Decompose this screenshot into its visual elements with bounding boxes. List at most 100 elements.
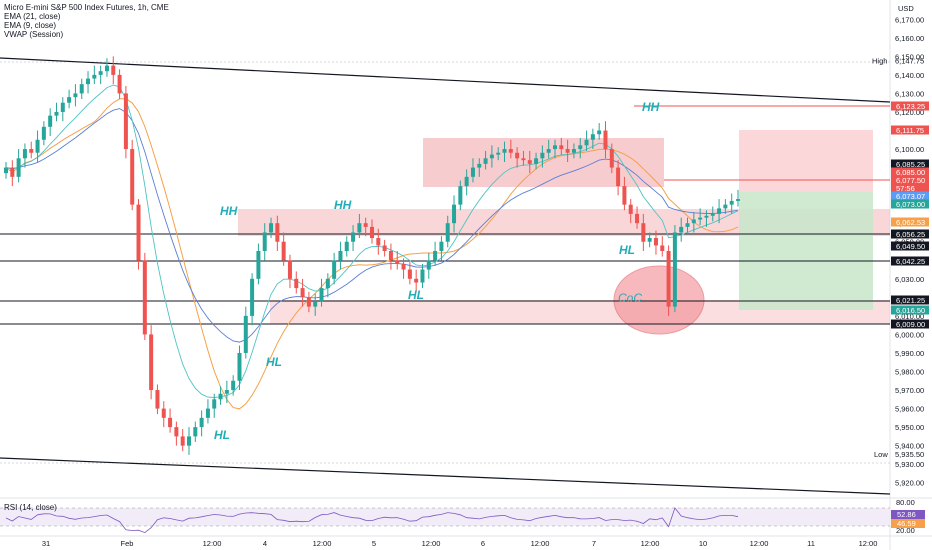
candle-body[interactable] bbox=[130, 149, 135, 205]
candle-body[interactable] bbox=[79, 84, 84, 94]
candle-body[interactable] bbox=[10, 167, 15, 177]
candle-body[interactable] bbox=[553, 145, 557, 150]
candle-body[interactable] bbox=[628, 204, 633, 214]
candle-body[interactable] bbox=[205, 408, 210, 418]
candle-body[interactable] bbox=[698, 217, 703, 220]
candle-body[interactable] bbox=[54, 111, 59, 116]
candle-body[interactable] bbox=[710, 213, 715, 216]
candle-body[interactable] bbox=[483, 158, 488, 164]
candle-body[interactable] bbox=[262, 232, 267, 251]
candle-body[interactable] bbox=[590, 134, 595, 140]
candle-body[interactable] bbox=[16, 158, 21, 177]
ema9-legend[interactable]: EMA (9, close) bbox=[4, 21, 57, 30]
candle-body[interactable] bbox=[48, 115, 53, 127]
candle-body[interactable] bbox=[168, 417, 173, 428]
symbol-title[interactable]: Micro E-mini S&P 500 Index Futures, 1h, … bbox=[4, 3, 169, 12]
candle-body[interactable] bbox=[193, 427, 198, 437]
candle-body[interactable] bbox=[281, 241, 286, 261]
candle-body[interactable] bbox=[723, 204, 728, 209]
candle-body[interactable] bbox=[41, 126, 46, 140]
candle-body[interactable] bbox=[212, 399, 217, 409]
candle-body[interactable] bbox=[382, 245, 387, 251]
candle-body[interactable] bbox=[546, 149, 551, 153]
candle-body[interactable] bbox=[584, 139, 589, 146]
channel-top-line[interactable] bbox=[0, 57, 891, 103]
candle-body[interactable] bbox=[736, 199, 740, 201]
candle-body[interactable] bbox=[149, 334, 154, 391]
candle-body[interactable] bbox=[395, 260, 400, 264]
candle-body[interactable] bbox=[4, 167, 8, 174]
channel-bottom-line[interactable] bbox=[0, 457, 891, 495]
candle-body[interactable] bbox=[313, 301, 318, 307]
candle-body[interactable] bbox=[704, 215, 709, 218]
candle-body[interactable] bbox=[496, 152, 501, 155]
candle-body[interactable] bbox=[672, 232, 677, 307]
time-axis[interactable]: 31 Feb 12:00 4 12:00 5 12:00 6 12:00 7 12:00 10 12:0… bbox=[42, 539, 878, 548]
candle-body[interactable] bbox=[376, 238, 381, 246]
candle-body[interactable] bbox=[685, 223, 690, 227]
candle-body[interactable] bbox=[540, 152, 545, 159]
candle-body[interactable] bbox=[464, 176, 469, 187]
candle-body[interactable] bbox=[29, 149, 34, 153]
candle-body[interactable] bbox=[508, 149, 513, 153]
candle-body[interactable] bbox=[647, 238, 652, 242]
candle-body[interactable] bbox=[174, 427, 179, 437]
candle-body[interactable] bbox=[351, 232, 356, 242]
candle-body[interactable] bbox=[559, 145, 564, 150]
candle-body[interactable] bbox=[622, 186, 627, 205]
candle-body[interactable] bbox=[155, 390, 160, 409]
candle-body[interactable] bbox=[269, 223, 274, 233]
candle-body[interactable] bbox=[363, 223, 368, 227]
candle-body[interactable] bbox=[319, 288, 324, 302]
candle-body[interactable] bbox=[22, 149, 27, 159]
candle-body[interactable] bbox=[111, 65, 116, 75]
candle-body[interactable] bbox=[224, 390, 229, 394]
candle-body[interactable] bbox=[60, 102, 65, 112]
candle-body[interactable] bbox=[458, 186, 463, 205]
candle-body[interactable] bbox=[136, 204, 141, 261]
candle-body[interactable] bbox=[534, 158, 539, 164]
candle-body[interactable] bbox=[414, 278, 419, 283]
candle-body[interactable] bbox=[300, 288, 305, 298]
candle-body[interactable] bbox=[357, 223, 362, 233]
candle-body[interactable] bbox=[452, 204, 457, 224]
candle-body[interactable] bbox=[571, 149, 576, 153]
candle-body[interactable] bbox=[287, 260, 292, 279]
candle-body[interactable] bbox=[420, 269, 425, 283]
candle-body[interactable] bbox=[433, 251, 438, 261]
candle-body[interactable] bbox=[477, 163, 482, 168]
take-profit-zone[interactable] bbox=[739, 192, 873, 310]
candle-body[interactable] bbox=[597, 130, 602, 135]
candle-body[interactable] bbox=[142, 260, 147, 335]
coc-circle[interactable] bbox=[613, 265, 705, 335]
candle-body[interactable] bbox=[679, 226, 684, 233]
candle-body[interactable] bbox=[231, 380, 236, 391]
candle-body[interactable] bbox=[338, 251, 343, 261]
stop-loss-zone[interactable] bbox=[739, 130, 873, 192]
candle-body[interactable] bbox=[86, 78, 91, 85]
candle-body[interactable] bbox=[515, 152, 520, 159]
candle-body[interactable] bbox=[401, 263, 406, 270]
candle-body[interactable] bbox=[35, 139, 40, 153]
candle-body[interactable] bbox=[73, 93, 78, 98]
candle-body[interactable] bbox=[445, 223, 450, 242]
candle-body[interactable] bbox=[660, 245, 665, 251]
candle-body[interactable] bbox=[527, 160, 532, 164]
candle-body[interactable] bbox=[616, 167, 621, 187]
candle-body[interactable] bbox=[370, 226, 374, 239]
candle-body[interactable] bbox=[603, 130, 608, 150]
candle-body[interactable] bbox=[717, 208, 722, 214]
candle-body[interactable] bbox=[218, 393, 223, 400]
candle-body[interactable] bbox=[199, 417, 204, 428]
candle-body[interactable] bbox=[250, 278, 255, 316]
candle-body[interactable] bbox=[578, 145, 583, 150]
rsi-legend[interactable]: RSI (14, close) bbox=[4, 503, 57, 512]
candle-body[interactable] bbox=[325, 278, 330, 289]
candle-body[interactable] bbox=[123, 93, 128, 150]
vwap-legend[interactable]: VWAP (Session) bbox=[4, 30, 64, 39]
candle-body[interactable] bbox=[237, 352, 242, 381]
candle-body[interactable] bbox=[275, 223, 280, 242]
candle-body[interactable] bbox=[332, 260, 337, 279]
candle-body[interactable] bbox=[641, 223, 646, 242]
